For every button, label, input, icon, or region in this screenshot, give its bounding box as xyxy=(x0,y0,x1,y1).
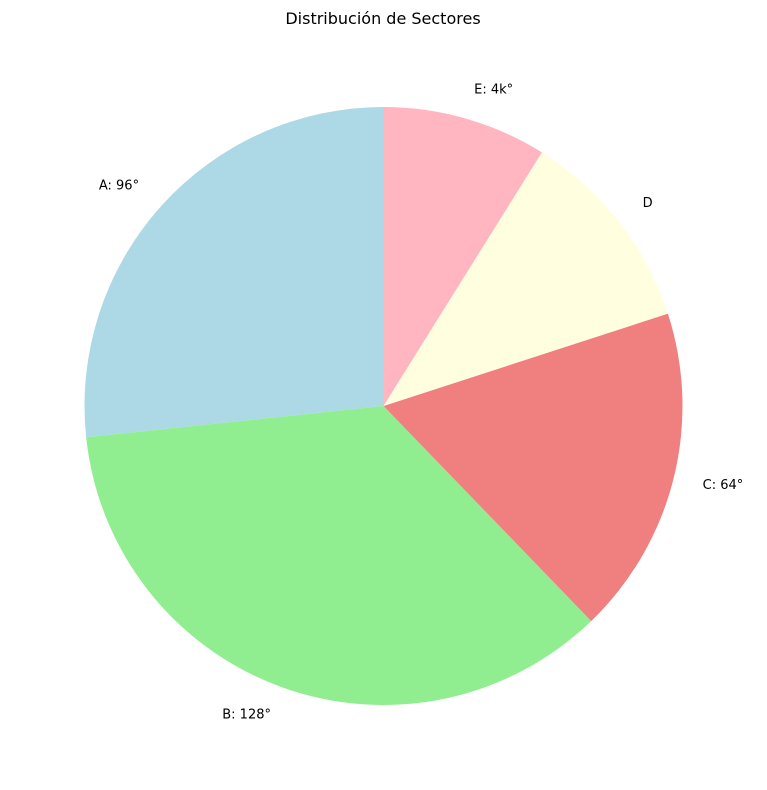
pie-slice-1 xyxy=(84,107,384,438)
pie-labels: A: 96° B: 128° C: 64° D E: 4k° xyxy=(99,82,743,722)
pie-slice-label-2: B: 128° xyxy=(222,708,271,723)
pie-slice-3 xyxy=(383,313,683,622)
pie-slice-4 xyxy=(383,152,668,406)
pie-slice-label-4: D xyxy=(643,196,653,211)
pie-slice-label-1: A: 96° xyxy=(99,178,139,193)
pie-slice-2 xyxy=(86,406,592,705)
pie-slice-5 xyxy=(383,107,542,406)
pie-slice-label-3: C: 64° xyxy=(703,478,744,493)
chart-title: Distribución de Sectores xyxy=(285,9,480,28)
pie-slice-label-5: E: 4k° xyxy=(474,82,513,97)
pie-slices xyxy=(84,107,683,705)
